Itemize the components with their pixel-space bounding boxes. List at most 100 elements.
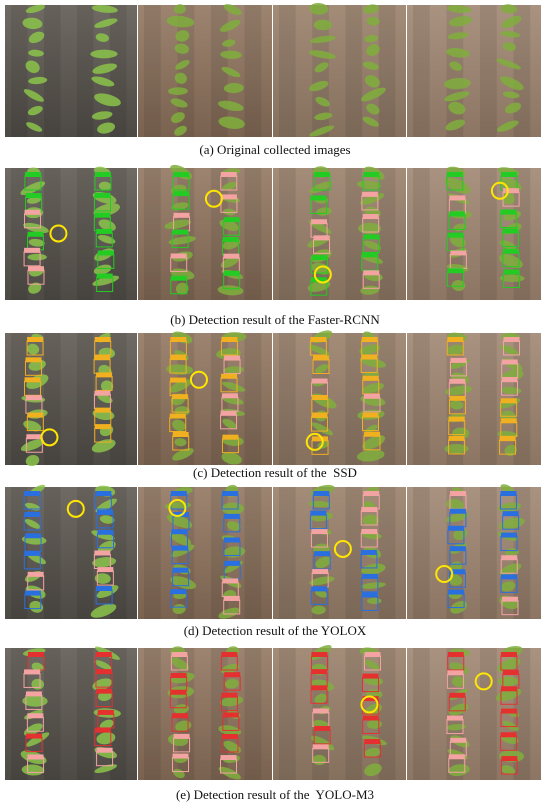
plant <box>99 719 114 730</box>
detection-label <box>503 188 520 194</box>
plant <box>20 181 46 196</box>
detection-label <box>94 192 111 198</box>
furrow <box>44 648 61 780</box>
furrow <box>279 168 296 300</box>
detection-label <box>360 549 377 555</box>
detection-label <box>449 508 466 514</box>
detection-label <box>27 713 44 719</box>
plant <box>91 76 115 87</box>
photo-background <box>138 333 272 465</box>
plant <box>171 657 190 671</box>
plant <box>502 720 519 731</box>
detection-label <box>25 395 42 401</box>
plant <box>94 764 117 774</box>
plant <box>91 111 113 120</box>
caption: (c) Detection result of the SSD <box>193 465 357 480</box>
furrow <box>378 648 396 780</box>
detection-label <box>94 390 111 396</box>
detection-label <box>27 231 44 237</box>
photo-panel <box>5 484 137 619</box>
detection-label <box>222 434 239 440</box>
detection-label <box>96 585 113 591</box>
plant <box>356 449 385 462</box>
detection-label <box>364 431 381 437</box>
photo-panel <box>407 484 541 619</box>
detection-label <box>449 692 466 698</box>
furrow <box>244 487 262 619</box>
detection-label <box>170 377 187 383</box>
detection-label <box>363 270 380 276</box>
caption: (a) Original collected images <box>199 142 350 157</box>
plant <box>359 357 387 368</box>
plant <box>175 60 190 70</box>
plant <box>25 732 50 747</box>
plant <box>222 39 236 47</box>
furrow <box>11 168 28 300</box>
plant <box>97 122 116 134</box>
plant <box>500 581 516 592</box>
furrow <box>244 333 262 465</box>
plant <box>174 438 187 447</box>
detection-label <box>170 275 187 281</box>
plant <box>175 720 192 732</box>
plant <box>499 274 525 282</box>
detection-label <box>449 395 466 401</box>
detection-label <box>224 672 241 678</box>
detection-label <box>449 211 466 217</box>
furrow <box>44 5 61 137</box>
plant <box>25 60 40 73</box>
photo-panel <box>407 332 541 465</box>
detection-label <box>97 567 114 573</box>
plant <box>221 181 238 191</box>
plant <box>172 419 186 432</box>
detection-label <box>94 172 111 177</box>
detection-label <box>170 337 187 342</box>
highlight-circle <box>333 539 352 558</box>
plant <box>219 19 241 32</box>
highlight-circle <box>313 265 332 284</box>
furrow <box>77 648 94 780</box>
furrow <box>11 487 28 619</box>
plant <box>27 553 46 565</box>
plant <box>24 519 41 529</box>
highlight-circle <box>189 370 208 389</box>
detection-label <box>312 744 329 750</box>
plant <box>364 34 378 43</box>
photo-background <box>138 5 272 137</box>
detection-label <box>172 713 189 719</box>
detection-label <box>25 193 42 199</box>
photo-panel <box>407 166 541 300</box>
plant <box>307 280 331 292</box>
detection-label <box>172 567 189 573</box>
detection-label <box>448 435 465 441</box>
detection-label <box>311 413 328 419</box>
detection-label <box>362 673 379 679</box>
detection-label <box>24 377 41 383</box>
plant <box>313 19 332 31</box>
highlight-circle <box>40 428 59 447</box>
plant <box>501 192 515 205</box>
photo-background <box>138 648 272 780</box>
photo-background <box>138 487 272 619</box>
detection-label <box>97 709 114 715</box>
plant <box>366 103 380 115</box>
plant <box>364 763 382 777</box>
detection-label <box>447 232 464 238</box>
detection-label <box>446 172 463 177</box>
plant <box>99 515 115 524</box>
detection-label <box>448 589 465 595</box>
plant <box>23 89 44 102</box>
detection-label <box>312 355 329 361</box>
plant <box>172 448 194 461</box>
furrow <box>413 487 430 619</box>
plant <box>446 498 465 511</box>
detection-label <box>220 194 237 200</box>
detection-label <box>223 537 240 543</box>
plant <box>360 87 386 102</box>
detection-label <box>223 217 240 223</box>
detection-label <box>362 375 379 381</box>
detection-label <box>500 532 517 538</box>
detection-label <box>94 424 111 430</box>
detection-label <box>312 436 329 442</box>
detection-label <box>446 715 463 721</box>
